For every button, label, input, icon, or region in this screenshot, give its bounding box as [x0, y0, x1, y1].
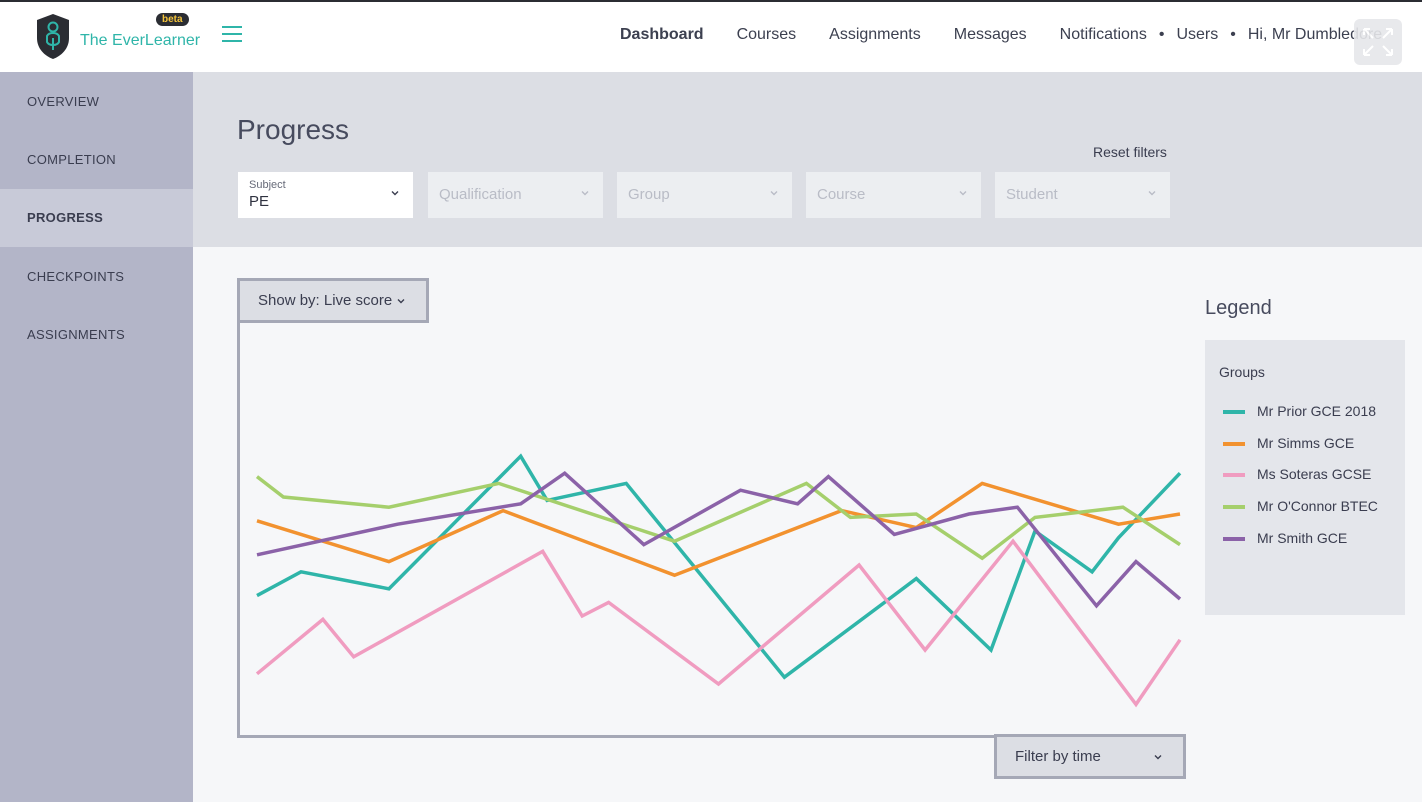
legend-label: Mr Simms GCE [1257, 435, 1355, 451]
shield-logo-icon [37, 14, 69, 59]
subject-value: PE [249, 193, 270, 210]
legend-label: Mr Smith GCE [1257, 530, 1348, 546]
page-header: Progress Reset filters Subject PE Qualif… [193, 72, 1422, 247]
sidebar-item-progress[interactable]: PROGRESS [0, 189, 193, 247]
series-line-mr-smith-gce [256, 470, 1182, 609]
student-select[interactable]: Student [995, 172, 1170, 218]
legend-swatch [1223, 505, 1245, 509]
legend-item-simms[interactable]: Mr Simms GCE [1223, 434, 1403, 454]
show-by-label: Show by: Live score [258, 292, 393, 309]
nav-separator: • [1158, 26, 1165, 43]
course-placeholder: Course [817, 186, 866, 203]
qualification-placeholder: Qualification [439, 186, 522, 203]
legend-panel: Groups Mr Prior GCE 2018 Mr Simms GCE Ms… [1205, 340, 1405, 615]
series-line-ms-soteras-gcse [255, 538, 1182, 708]
legend-swatch [1223, 410, 1245, 414]
nav-courses[interactable]: Courses [736, 26, 797, 43]
qualification-select[interactable]: Qualification [428, 172, 603, 218]
student-placeholder: Student [1006, 186, 1058, 203]
expand-icon [1363, 28, 1393, 56]
chevron-down-icon [770, 191, 778, 196]
logo-text: The EverLearner [80, 32, 201, 49]
legend-label: Mr O'Connor BTEC [1257, 498, 1378, 514]
legend-label: Ms Soteras GCSE [1257, 466, 1372, 482]
legend-swatch [1223, 537, 1245, 541]
nav-assignments[interactable]: Assignments [829, 26, 921, 43]
sidebar-item-checkpoints[interactable]: CHECKPOINTS [27, 269, 125, 284]
group-select[interactable]: Group [617, 172, 792, 218]
legend-swatch [1223, 473, 1245, 477]
main-nav: Dashboard Courses Assignments Messages N… [620, 26, 1382, 44]
legend-item-soteras[interactable]: Ms Soteras GCSE [1223, 465, 1403, 485]
nav-separator: • [1230, 26, 1236, 43]
chevron-down-icon [1148, 191, 1156, 196]
series-line-mr-simms-gce [256, 481, 1181, 578]
group-placeholder: Group [628, 186, 670, 203]
chevron-down-icon [1154, 755, 1162, 760]
show-by-dropdown[interactable]: Show by: Live score [237, 278, 429, 323]
reset-filters-link[interactable]: Reset filters [1093, 144, 1167, 160]
sidebar-item-completion[interactable]: COMPLETION [27, 152, 116, 167]
chevron-down-icon [581, 191, 589, 196]
menu-icon[interactable] [222, 26, 242, 44]
sidebar-item-assignments[interactable]: ASSIGNMENTS [27, 327, 125, 342]
chevron-down-icon [391, 191, 399, 196]
nav-notifications[interactable]: Notifications [1059, 26, 1147, 43]
page-title: Progress [237, 114, 350, 145]
logo[interactable]: The EverLearner beta [34, 12, 200, 64]
legend-subtitle: Groups [1219, 364, 1265, 380]
subject-select[interactable]: Subject PE [238, 172, 413, 218]
legend-title: Legend [1205, 297, 1272, 319]
legend-swatch [1223, 442, 1245, 446]
chevron-down-icon [959, 191, 967, 196]
nav-dashboard[interactable]: Dashboard [620, 26, 704, 43]
sidebar-item-overview[interactable]: OVERVIEW [27, 94, 100, 109]
legend-item-prior[interactable]: Mr Prior GCE 2018 [1223, 402, 1403, 422]
filter-by-time-label: Filter by time [1015, 748, 1101, 765]
beta-badge: beta [156, 13, 189, 26]
course-select[interactable]: Course [806, 172, 981, 218]
sidebar: OVERVIEW COMPLETION PROGRESS CHECKPOINTS… [0, 72, 193, 802]
subject-label: Subject [249, 179, 286, 191]
top-navigation-bar: The EverLearner beta Dashboard Courses A… [0, 0, 1422, 72]
series-line-mr-prior-gce-2018 [256, 453, 1182, 680]
legend-item-smith[interactable]: Mr Smith GCE [1223, 529, 1403, 549]
nav-user-greeting[interactable]: Hi, Mr Dumbledore [1247, 26, 1383, 43]
chart-axes [237, 320, 1186, 738]
legend-item-oconnor[interactable]: Mr O'Connor BTEC [1223, 497, 1403, 517]
nav-messages[interactable]: Messages [953, 26, 1027, 43]
filter-by-time-dropdown[interactable]: Filter by time [994, 734, 1186, 779]
progress-line-chart [255, 453, 1182, 708]
series-line-mr-o-connor-btec [255, 475, 1181, 561]
legend-label: Mr Prior GCE 2018 [1257, 403, 1377, 419]
nav-users[interactable]: Users [1176, 26, 1219, 43]
chevron-down-icon [397, 299, 405, 304]
fullscreen-button[interactable] [1354, 19, 1402, 65]
